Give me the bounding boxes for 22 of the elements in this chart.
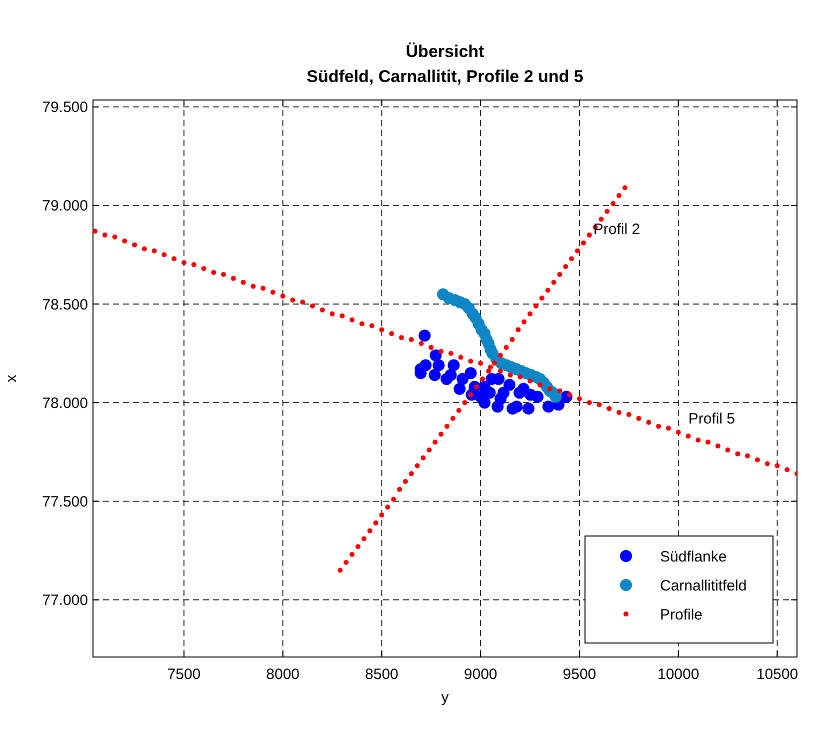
y-tick-label: 77.000 (42, 592, 88, 610)
x-tick-label: 8500 (365, 666, 398, 683)
chart-subtitle: Südfeld, Carnallitit, Profile 2 und 5 (306, 67, 584, 86)
y-tick-label: 78.500 (42, 296, 88, 314)
y-tick-label: 79.000 (42, 198, 88, 215)
x-tick-label: 9000 (464, 666, 498, 683)
x-tick-label: 9500 (562, 666, 596, 683)
y-tick-label: 77.500 (42, 493, 88, 510)
legend-label: Carnallititfeld (660, 577, 747, 594)
annotation: Profil 5 (688, 410, 736, 428)
legend-label: Profile (660, 606, 703, 624)
x-tick-label: 10000 (657, 666, 700, 683)
chart-title: Übersicht (406, 42, 485, 61)
x-axis-title: y (441, 689, 450, 706)
x-tick-label: 7500 (167, 666, 201, 683)
x-tick-label: 8000 (266, 666, 300, 683)
y-tick-label: 78.000 (42, 394, 88, 412)
y-tick-label: 79.500 (42, 99, 88, 116)
x-tick-label: 10500 (756, 666, 798, 683)
y-axis-title: x (3, 374, 20, 382)
legend-label: Südflanke (660, 548, 727, 566)
annotation: Profil 2 (593, 221, 640, 238)
